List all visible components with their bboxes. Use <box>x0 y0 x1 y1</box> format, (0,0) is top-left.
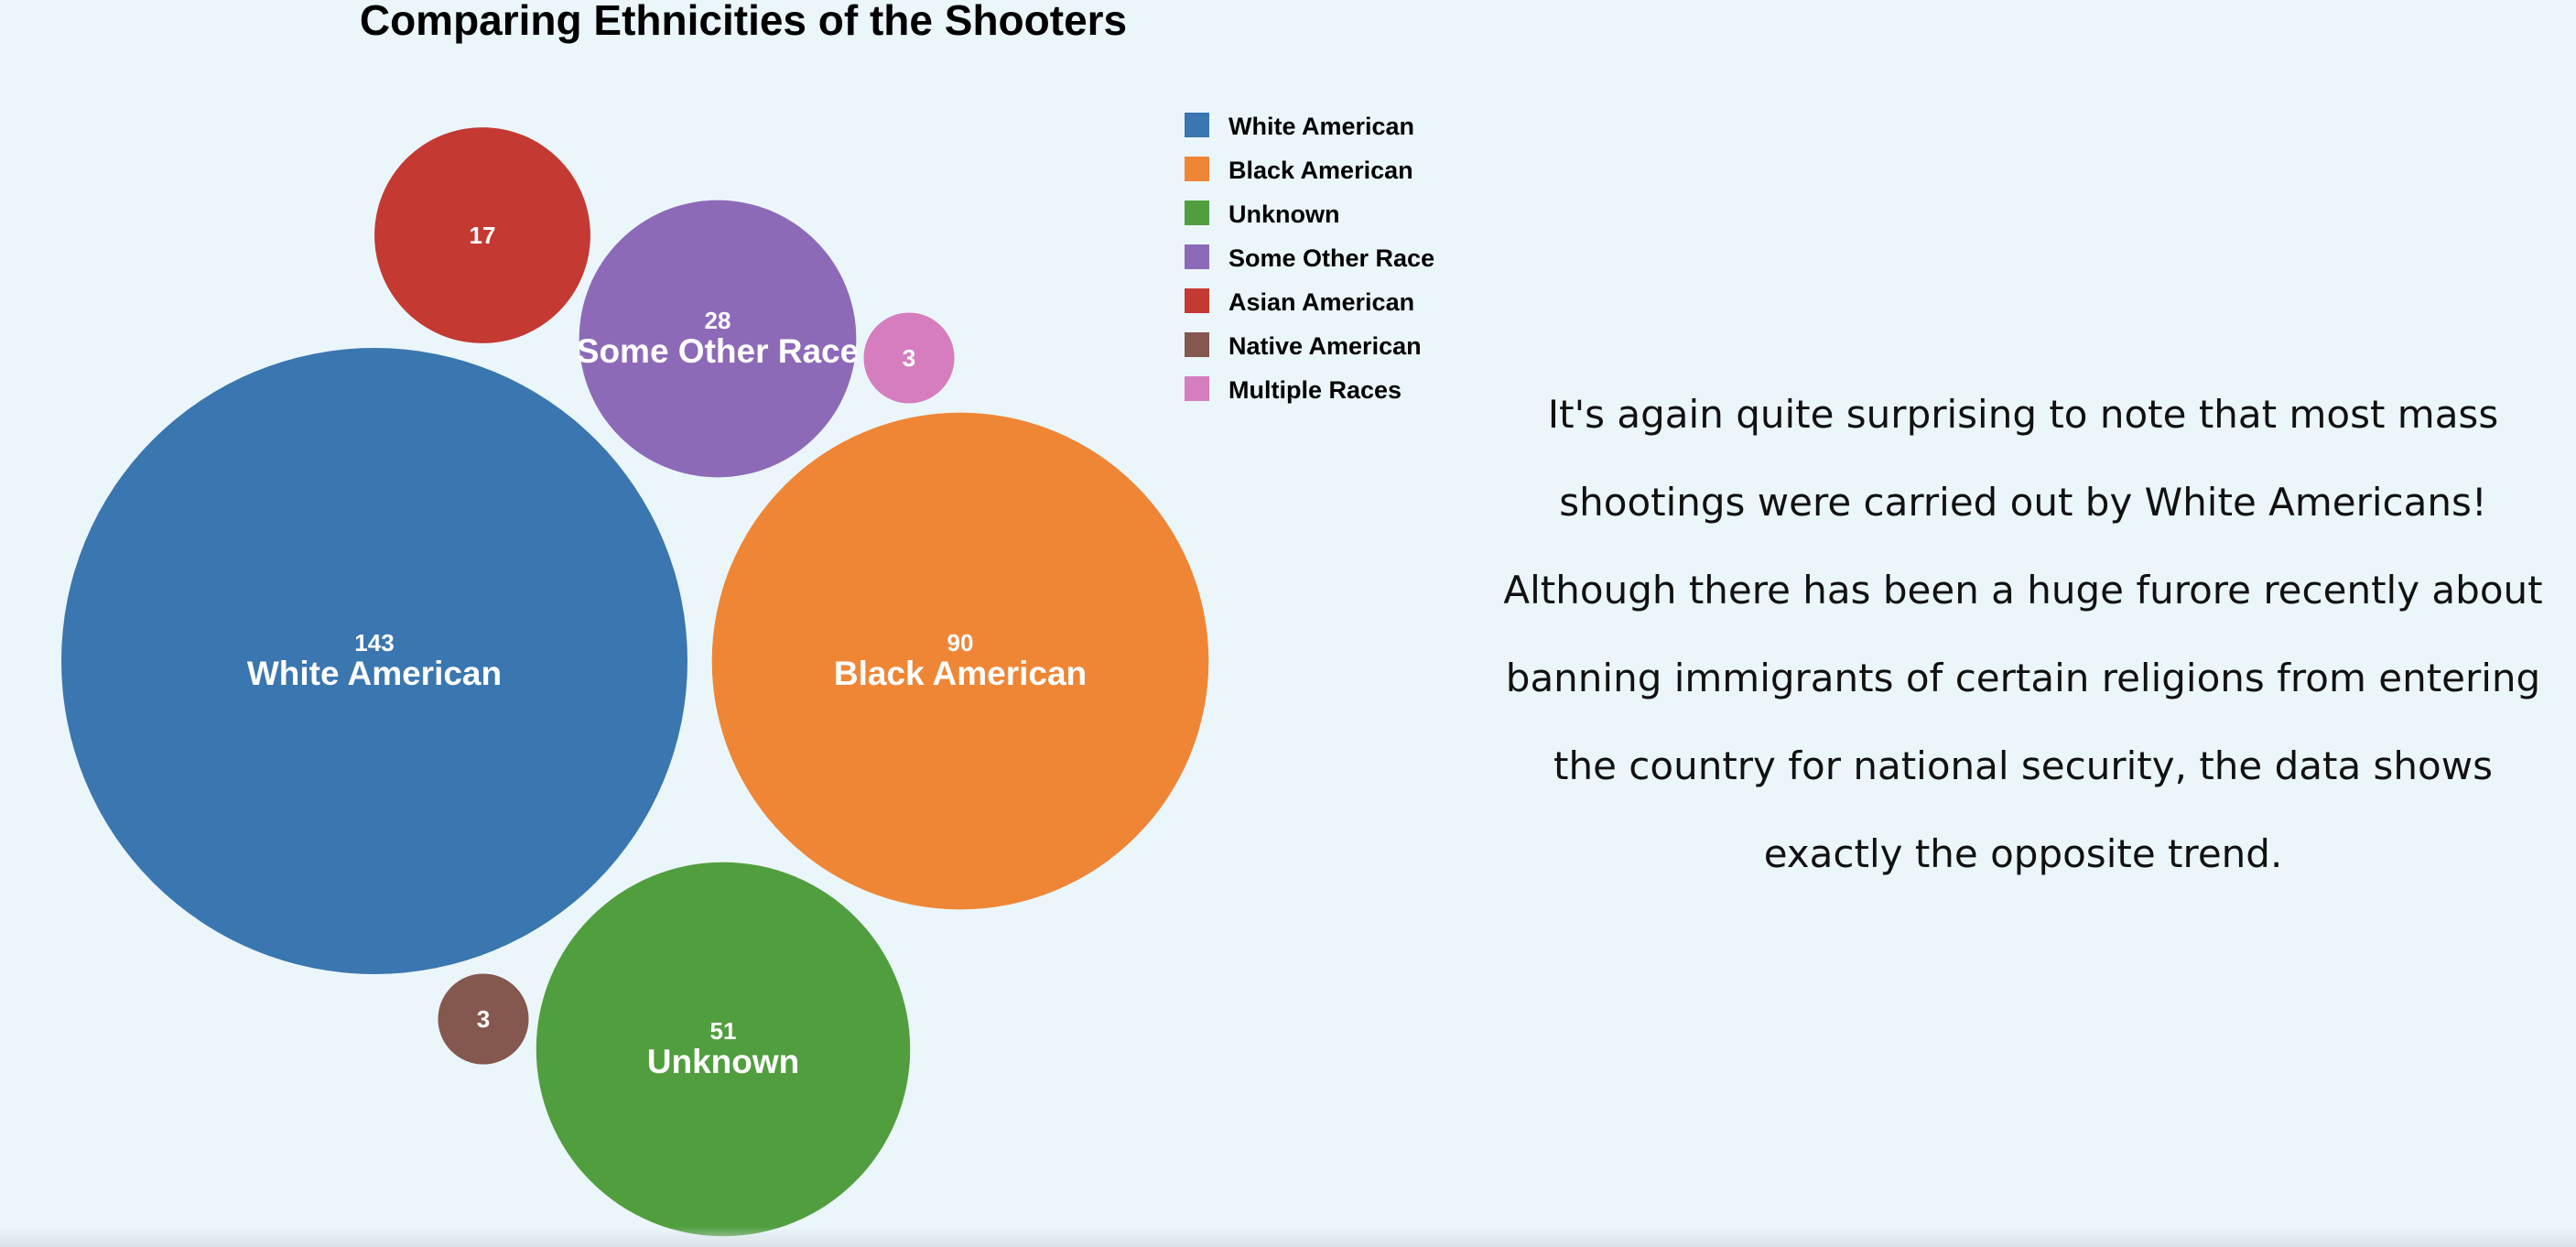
legend-label-white-american: White American <box>1228 113 1414 140</box>
bubble-circle-multiple-races[interactable] <box>863 312 955 404</box>
legend-label-native-american: Native American <box>1228 332 1422 360</box>
bubble-multiple-races[interactable]: 3 <box>863 312 955 404</box>
legend-swatch-some-other-race <box>1185 244 1209 269</box>
bubble-label-black-american: Black American <box>834 655 1087 692</box>
bottom-shadow <box>0 1227 2576 1247</box>
bubble-label-some-other-race: Some Other Race <box>577 332 859 370</box>
legend-swatch-asian-american <box>1185 288 1209 313</box>
bubble-native-american[interactable]: 3 <box>438 973 529 1065</box>
legend-label-some-other-race: Some Other Race <box>1228 244 1434 272</box>
bubble-value-black-american: 90 <box>947 629 974 656</box>
legend-item-native-american[interactable]: Native American <box>1185 332 1422 360</box>
legend-item-multiple-races[interactable]: Multiple Races <box>1185 376 1402 404</box>
legend-label-black-american: Black American <box>1228 157 1413 184</box>
legend-swatch-unknown <box>1185 201 1209 225</box>
bubble-circle-white-american[interactable] <box>61 348 687 974</box>
legend-item-white-american[interactable]: White American <box>1185 113 1414 140</box>
legend-item-black-american[interactable]: Black American <box>1185 157 1413 184</box>
bubble-label-unknown: Unknown <box>647 1043 799 1080</box>
bubble-value-some-other-race: 28 <box>705 307 731 334</box>
legend-item-some-other-race[interactable]: Some Other Race <box>1185 244 1434 272</box>
narrative-text: It's again quite surprising to note that… <box>1503 392 2543 876</box>
bubble-circle-unknown[interactable] <box>536 862 911 1237</box>
legend-label-asian-american: Asian American <box>1228 288 1414 316</box>
legend-swatch-white-american <box>1185 113 1209 137</box>
bubble-value-white-american: 143 <box>354 629 394 656</box>
bubble-value-multiple-races: 3 <box>903 344 915 372</box>
bubble-asian-american[interactable]: 17 <box>374 127 590 343</box>
bubble-label-white-american: White American <box>247 655 502 692</box>
bubble-circle-black-american[interactable] <box>711 412 1209 910</box>
bubble-circle-some-other-race[interactable] <box>579 200 857 478</box>
bubble-circle-native-american[interactable] <box>438 973 529 1065</box>
legend-label-multiple-races: Multiple Races <box>1228 376 1402 404</box>
legend-label-unknown: Unknown <box>1228 201 1340 228</box>
legend-item-unknown[interactable]: Unknown <box>1185 201 1340 228</box>
legend-swatch-black-american <box>1185 157 1209 181</box>
legend-swatch-native-american <box>1185 332 1209 357</box>
legend: White American Black American Unknown Some … <box>1185 113 1434 404</box>
bubble-chart: Comparing Ethnicities of the Shooters 14… <box>61 0 1434 1237</box>
legend-swatch-multiple-races <box>1185 376 1209 401</box>
bubble-value-asian-american: 17 <box>470 222 496 249</box>
bubble-circle-asian-american[interactable] <box>374 127 590 343</box>
bubble-value-native-american: 3 <box>477 1005 490 1033</box>
bubble-value-unknown: 51 <box>710 1017 737 1045</box>
legend-item-asian-american[interactable]: Asian American <box>1185 288 1414 316</box>
chart-title: Comparing Ethnicities of the Shooters <box>360 0 1127 44</box>
